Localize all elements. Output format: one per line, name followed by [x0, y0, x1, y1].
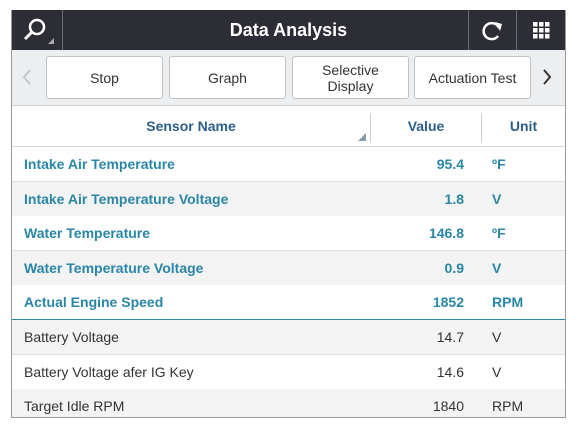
- sensor-unit: V: [492, 363, 502, 380]
- toolbar: Stop Graph Selective Display Actuation Test: [12, 50, 565, 106]
- table-row[interactable]: Battery Voltage 14.7 V: [12, 320, 565, 355]
- sensor-name: Battery Voltage afer IG Key: [24, 363, 194, 380]
- divider: [481, 114, 482, 142]
- table-row[interactable]: Water Temperature 146.8 ºF: [12, 216, 565, 252]
- table-header: Sensor Name Value Unit: [12, 106, 565, 147]
- app-window: Data Analysis: [11, 10, 566, 418]
- sensor-name: Target Idle RPM: [24, 398, 125, 415]
- grid-icon: [533, 22, 550, 39]
- sensor-unit: ºF: [492, 156, 506, 172]
- sensor-name: Battery Voltage: [24, 329, 119, 345]
- sensor-value: 1.8: [444, 190, 464, 207]
- sensor-value: 14.7: [436, 329, 464, 345]
- sensor-value: 1852: [432, 294, 464, 311]
- search-button[interactable]: [12, 10, 63, 50]
- toolbar-button[interactable]: Actuation Test: [414, 56, 531, 99]
- sensor-value: 14.6: [436, 363, 464, 380]
- sensor-value: 146.8: [428, 225, 464, 242]
- divider: [370, 114, 371, 142]
- toolbar-button[interactable]: Selective Display: [292, 56, 409, 99]
- sensor-unit: V: [492, 190, 502, 207]
- button-label: Graph: [208, 69, 247, 86]
- toolbar-button[interactable]: Stop: [46, 56, 163, 99]
- button-label: Stop: [90, 69, 119, 86]
- search-icon: [23, 18, 54, 44]
- sensor-name: Actual Engine Speed: [24, 294, 164, 311]
- title: Data Analysis: [229, 20, 348, 40]
- table-row[interactable]: Actual Engine Speed 1852 RPM: [12, 285, 565, 321]
- sensor-name: Water Temperature Voltage: [24, 259, 204, 276]
- sensor-name: Intake Air Temperature Voltage: [24, 190, 229, 207]
- sensor-value: 1840: [432, 398, 464, 415]
- column-header[interactable]: Sensor Name: [146, 118, 236, 134]
- table-row[interactable]: Target Idle RPM 1840 RPM: [12, 389, 565, 417]
- sensor-unit: RPM: [492, 294, 524, 311]
- sensor-name: Intake Air Temperature: [24, 156, 175, 172]
- sensor-unit: ºF: [492, 225, 506, 242]
- menu-button[interactable]: [516, 10, 565, 50]
- sensor-unit: RPM: [492, 398, 524, 415]
- sensor-value: 95.4: [436, 156, 464, 172]
- column-header: Unit: [509, 118, 538, 134]
- toolbar-button[interactable]: Graph: [169, 56, 286, 99]
- column-header: Value: [407, 118, 445, 134]
- refresh-icon: [482, 21, 502, 41]
- refresh-button[interactable]: [468, 10, 517, 50]
- scroll-right[interactable]: [540, 67, 554, 87]
- sensor-name: Water Temperature: [24, 225, 151, 242]
- table-row[interactable]: Battery Voltage afer IG Key 14.6 V: [12, 354, 565, 390]
- table-row[interactable]: Intake Air Temperature 95.4 ºF: [12, 147, 565, 182]
- sensor-value: 0.9: [444, 259, 464, 276]
- sensor-unit: V: [492, 329, 502, 345]
- sort-indicator: [358, 133, 366, 141]
- table-row[interactable]: Intake Air Temperature Voltage 1.8 V: [12, 181, 565, 217]
- table-row[interactable]: Water Temperature Voltage 0.9 V: [12, 250, 565, 286]
- button-label: Selective Display: [322, 61, 379, 94]
- top-bar: Data Analysis: [12, 10, 565, 50]
- sensor-unit: V: [492, 259, 502, 276]
- button-label: Actuation Test: [428, 69, 517, 86]
- scroll-left[interactable]: [20, 67, 34, 87]
